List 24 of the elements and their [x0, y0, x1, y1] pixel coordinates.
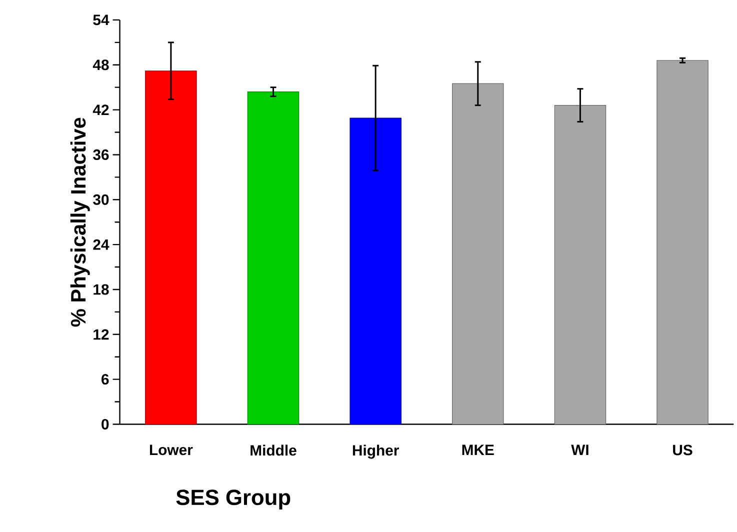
- y-tick-label: 42: [92, 104, 109, 115]
- bar: [350, 118, 402, 425]
- bar: [247, 92, 300, 425]
- y-tick-label: 30: [93, 194, 109, 205]
- y-tick-label: 24: [93, 239, 110, 250]
- x-tick-label: WI: [571, 444, 588, 455]
- bar: [656, 60, 708, 425]
- x-tick-label: Lower: [150, 444, 193, 456]
- x-tick-label: Middle: [250, 444, 296, 456]
- x-tick-label: US: [673, 444, 692, 456]
- bar: [452, 83, 504, 425]
- y-tick-label: 36: [93, 149, 109, 160]
- y-tick-label: 0: [102, 418, 109, 430]
- x-tick-label: MKE: [462, 444, 494, 455]
- y-tick-label: 54: [93, 14, 110, 26]
- x-tick-label: Higher: [352, 444, 399, 459]
- x-axis-title: SES Group: [176, 490, 290, 510]
- bar: [554, 104, 606, 425]
- y-tick-label: 6: [102, 374, 109, 385]
- y-tick-label: 48: [92, 60, 109, 70]
- bar: [145, 70, 197, 425]
- y-axis-title: % Physically Inactive: [70, 118, 90, 327]
- y-tick-label: 18: [94, 284, 109, 295]
- y-tick-label: 12: [94, 329, 109, 340]
